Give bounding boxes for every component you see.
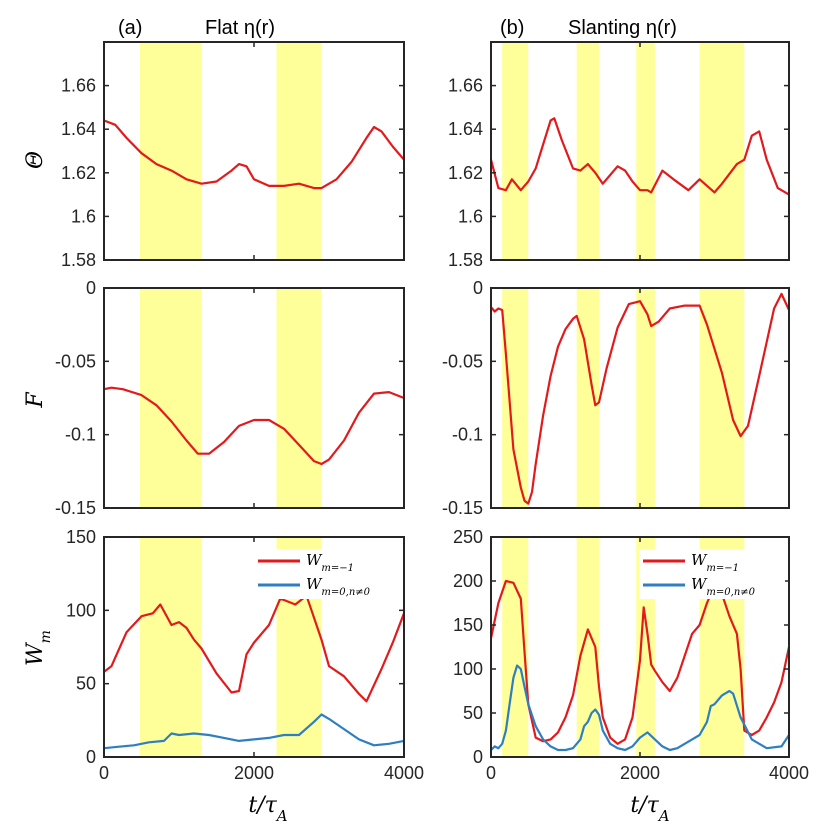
y-tick-label: -0.05 — [55, 351, 96, 371]
y-tick-label: 100 — [453, 659, 483, 679]
shaded-band — [502, 42, 529, 260]
legend-box — [639, 549, 785, 599]
panel-a-label: (a) — [118, 17, 142, 39]
series-line-0 — [103, 386, 405, 466]
y-tick-label: 150 — [453, 615, 483, 635]
y-tick-label: 1.66 — [448, 76, 483, 96]
ylabel-F: F — [23, 392, 48, 409]
shaded-band — [140, 537, 202, 757]
panel-a_theta: 1.58 1.6 1.62 1.64 1.66 — [61, 41, 405, 270]
legend-box — [254, 549, 400, 599]
y-tick-label: 1.6 — [71, 206, 96, 226]
x-tick-label: 0 — [99, 763, 109, 783]
legend-label-1: Wm=0,n≠0 — [691, 575, 756, 598]
x-tick-label: 2000 — [620, 763, 660, 783]
shaded-band — [576, 537, 600, 757]
y-tick-label: 0 — [473, 747, 483, 767]
y-tick-label: 1.64 — [61, 119, 96, 139]
ylabel-Wm: Wm — [23, 630, 54, 666]
panels: 1.58 1.6 1.62 1.64 1.66 1.58 1.6 1.62 1.64 1.66 -0… — [55, 41, 809, 783]
y-tick-label: 1.62 — [61, 163, 96, 183]
y-tick-label: 200 — [453, 571, 483, 591]
y-tick-label: 0 — [86, 278, 96, 298]
shaded-band — [140, 42, 202, 260]
y-tick-label: -0.15 — [55, 498, 96, 518]
legend-label-1: Wm=0,n≠0 — [306, 575, 371, 598]
ylabel-theta: Θ — [23, 151, 48, 169]
y-tick-label: 0 — [473, 278, 483, 298]
y-tick-label: 1.64 — [448, 119, 483, 139]
shaded-band — [502, 288, 529, 508]
xlabel-a: t/τA — [248, 793, 287, 825]
y-tick-label: 100 — [66, 600, 96, 620]
y-tick-label: 50 — [76, 674, 96, 694]
series-line-1 — [490, 664, 790, 752]
y-tick-label: -0.15 — [442, 498, 483, 518]
panel-a_W: 0 50 100 150 0 2000 4000 Wm=−1Wm=0,n≠0 — [66, 527, 424, 783]
series-line-0 — [489, 579, 791, 745]
x-tick-label: 4000 — [384, 763, 424, 783]
panel-b_F: -0.15 -0.1 -0.05 0 — [442, 278, 790, 518]
y-tick-label: -0.05 — [442, 351, 483, 371]
x-tick-label: 4000 — [769, 763, 809, 783]
y-tick-label: 1.6 — [458, 206, 483, 226]
y-tick-label: 1.58 — [61, 250, 96, 270]
shaded-band — [576, 288, 600, 508]
y-tick-label: 1.62 — [448, 163, 483, 183]
panel-b_theta: 1.58 1.6 1.62 1.64 1.66 — [448, 41, 790, 270]
panel-a-title: Flat η(r) — [205, 17, 275, 39]
y-tick-label: 0 — [86, 747, 96, 767]
series-line-0 — [489, 117, 790, 196]
series-line-0 — [103, 119, 405, 190]
y-tick-label: 150 — [66, 527, 96, 547]
y-tick-label: 50 — [463, 703, 483, 723]
y-tick-label: 1.66 — [61, 76, 96, 96]
legend-label-0: Wm=−1 — [306, 551, 354, 574]
panel-b_W: 0 50 100 150 200 250 0 2000 4000 Wm=−1Wm=0,n≠0 — [453, 527, 809, 783]
xlabel-b: t/τA — [630, 793, 669, 825]
series-line-0 — [490, 292, 790, 505]
shaded-band — [636, 42, 655, 260]
x-tick-label: 0 — [486, 763, 496, 783]
series-line-1 — [103, 713, 405, 750]
panel-a_F: -0.15 -0.1 -0.05 0 — [55, 278, 405, 518]
y-tick-label: -0.1 — [65, 425, 96, 445]
shaded-band — [276, 42, 322, 260]
series-line-0 — [103, 594, 406, 703]
legend-label-0: Wm=−1 — [691, 551, 739, 574]
y-tick-label: -0.1 — [452, 425, 483, 445]
shaded-band — [140, 288, 202, 508]
panel-b-title: Slanting η(r) — [568, 17, 677, 39]
panel-b-label: (b) — [500, 17, 524, 39]
x-tick-label: 2000 — [234, 763, 274, 783]
y-tick-label: 250 — [453, 527, 483, 547]
shaded-band — [636, 288, 655, 508]
y-tick-label: 1.58 — [448, 250, 483, 270]
shaded-band — [276, 288, 322, 508]
shaded-band — [576, 42, 600, 260]
shaded-band — [699, 42, 745, 260]
